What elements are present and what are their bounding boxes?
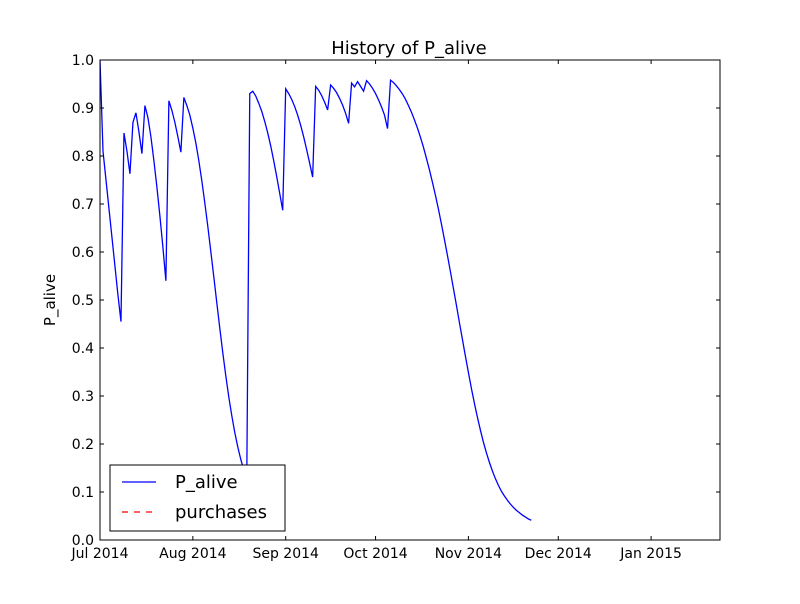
y-tick-label: 0.7 [72, 197, 94, 213]
legend: P_alive purchases [109, 464, 286, 532]
y-tick-label: 0.2 [72, 437, 94, 453]
legend-box [109, 464, 286, 532]
x-tick-label: Dec 2014 [525, 546, 592, 562]
plot-area: 0.0 0.1 0.2 0.3 0.4 0.5 0.6 0.7 0.8 0.9 1.0 Jul 201… [71, 53, 721, 562]
legend-label-p-alive: P_alive [175, 472, 238, 493]
y-tick-label: 0.9 [72, 101, 94, 117]
x-tick-label: Aug 2014 [159, 546, 227, 562]
y-tick-label: 0.6 [72, 245, 94, 261]
y-tick-label: 1.0 [72, 53, 94, 69]
y-tick-label: 0.0 [72, 533, 94, 549]
x-tick-label: Oct 2014 [343, 546, 407, 562]
x-tick-label: Jan 2015 [619, 546, 682, 562]
y-tick-label: 0.3 [72, 389, 94, 405]
chart-title: History of P_alive [331, 38, 486, 59]
y-tick-label: 0.8 [72, 149, 94, 165]
legend-label-purchases: purchases [175, 502, 267, 523]
x-tick-label: Jul 2014 [71, 546, 129, 562]
y-axis-label: P_alive [41, 274, 60, 326]
series-line-p-alive [100, 60, 532, 521]
axes-background [100, 60, 720, 540]
y-tick-label: 0.5 [72, 293, 94, 309]
x-tick-label: Sep 2014 [252, 546, 319, 562]
x-tick-label: Nov 2014 [435, 546, 502, 562]
y-tick-label: 0.1 [72, 485, 94, 501]
y-tick-label: 0.4 [72, 341, 94, 357]
